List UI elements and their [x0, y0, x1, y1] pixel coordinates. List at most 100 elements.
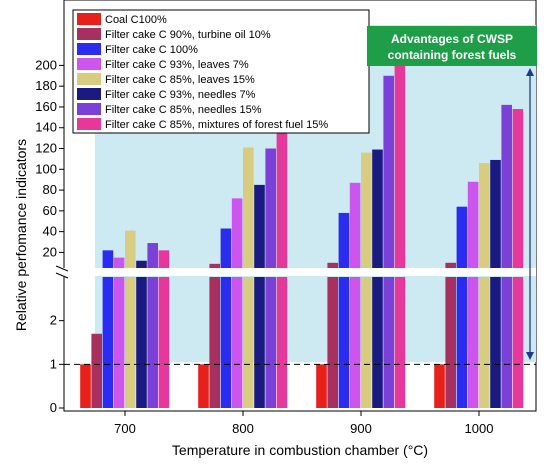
bar [136, 260, 147, 268]
y-tick-label: 100 [35, 161, 57, 176]
y-tick-label: 120 [35, 141, 57, 156]
legend-entry: Coal C100% [105, 14, 167, 26]
bar [383, 75, 394, 268]
bar [501, 104, 512, 268]
x-tick-label: 800 [232, 421, 254, 436]
bar [456, 277, 468, 408]
bar [394, 65, 406, 268]
bar [338, 212, 350, 268]
axis-break-band [56, 268, 536, 276]
bar [327, 277, 338, 408]
y-tick-label: 140 [35, 120, 57, 135]
bar [231, 277, 243, 408]
bar [265, 277, 276, 408]
bar [467, 277, 479, 408]
y-tick-label: 1 [50, 356, 57, 371]
bar [158, 250, 170, 268]
bar [372, 149, 383, 268]
bar [147, 243, 158, 268]
bar [220, 277, 232, 408]
bar [479, 163, 490, 268]
arrow-head-up [526, 68, 534, 76]
bar [327, 262, 338, 268]
legend-swatch [77, 13, 101, 25]
y-tick-label: 160 [35, 99, 57, 114]
bar [434, 364, 445, 408]
bar [490, 277, 501, 408]
annotation-box [367, 26, 537, 66]
bar [102, 277, 114, 408]
bar [394, 277, 406, 408]
bar [501, 277, 512, 408]
bar [479, 277, 490, 408]
legend-entry: Filter cake C 85%, leaves 15% [105, 74, 255, 86]
y-tick-label: 20 [43, 244, 57, 259]
bar [231, 198, 243, 268]
bar [243, 147, 254, 268]
axis-break-mark [55, 272, 69, 279]
bar [490, 159, 501, 268]
legend-box [72, 9, 370, 134]
bar [349, 182, 361, 268]
legend-entry: Filter cake C 85%, needles 15% [105, 104, 262, 116]
y-tick-label: 180 [35, 78, 57, 93]
legend-swatch [77, 28, 101, 40]
legend-swatch [77, 43, 101, 55]
x-axis-title: Temperature in combustion chamber (°C) [172, 442, 428, 458]
bar [220, 228, 232, 268]
x-tick-label: 700 [114, 421, 136, 436]
bar [125, 277, 136, 408]
legend-entry: Filter cake C 90%, turbine oil 10% [105, 29, 271, 41]
bar [349, 277, 361, 408]
bar [209, 277, 220, 408]
bar [456, 206, 468, 268]
bar [445, 277, 456, 408]
annotation-text: containing forest fuels [388, 48, 517, 62]
y-axis-title: Relative perfomance indicators [13, 139, 29, 331]
bar [243, 277, 254, 408]
legend-swatch [77, 118, 101, 130]
bar [254, 277, 265, 408]
bar [209, 263, 220, 268]
bar [80, 364, 91, 408]
y-tick-label: 60 [43, 203, 57, 218]
bar [136, 277, 147, 408]
axis-break-mark [55, 265, 69, 272]
y-tick-label: 0 [50, 400, 57, 415]
legend-entry: Filter cake C 100% [105, 44, 198, 56]
bar [113, 257, 125, 268]
bar [254, 184, 265, 268]
bar [361, 277, 372, 408]
bar [512, 277, 524, 408]
bar [512, 109, 524, 268]
bar [276, 277, 288, 408]
bar [372, 277, 383, 408]
bar [125, 230, 136, 268]
legend-swatch [77, 73, 101, 85]
bar [158, 277, 170, 408]
annotation-text: Advantages of CWSP [391, 32, 513, 46]
legend-swatch [77, 103, 101, 115]
legend-swatch [77, 88, 101, 100]
bar [91, 333, 102, 408]
bar [445, 262, 456, 268]
y-tick-label: 2 [50, 313, 57, 328]
legend-entry: Filter cake C 85%, mixtures of forest fu… [105, 119, 328, 131]
bar [265, 148, 276, 268]
bar [383, 277, 394, 408]
y-tick-label: 80 [43, 182, 57, 197]
legend-entry: Filter cake C 93%, leaves 7% [105, 59, 249, 71]
bar [316, 364, 327, 408]
legend-entry: Filter cake C 93%, needles 7% [105, 89, 256, 101]
bar [102, 250, 114, 268]
bar [338, 277, 350, 408]
y-tick-label: 40 [43, 224, 57, 239]
arrow-head-down [526, 352, 534, 360]
bar [361, 152, 372, 268]
x-tick-label: 1000 [465, 421, 494, 436]
bar [198, 364, 209, 408]
bar [467, 181, 479, 268]
x-tick-label: 900 [350, 421, 372, 436]
legend-swatch [77, 58, 101, 70]
